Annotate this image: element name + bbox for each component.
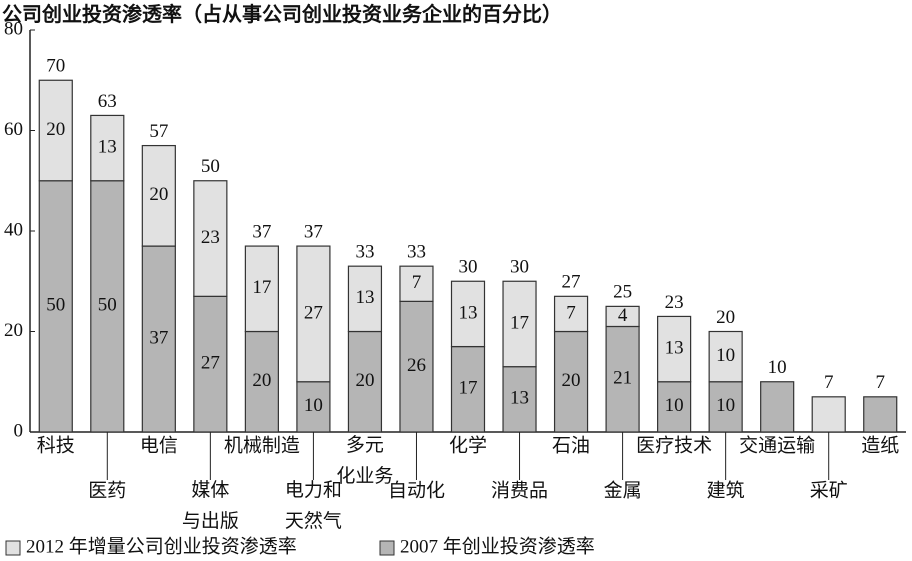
total-label: 7 bbox=[824, 372, 834, 393]
segment-label: 10 bbox=[716, 345, 735, 366]
x-tick-label: 石油 bbox=[552, 434, 590, 456]
bar-segment bbox=[38, 180, 73, 433]
legend-label: 2007 年创业投资渗透率 bbox=[400, 535, 595, 557]
x-tick-label: 医疗技术 bbox=[636, 434, 712, 456]
segment-label: 20 bbox=[46, 119, 65, 140]
total-label: 30 bbox=[459, 257, 478, 278]
x-tick-label: 造纸 bbox=[861, 434, 899, 456]
bar-segment bbox=[244, 330, 279, 433]
total-label: 33 bbox=[407, 242, 426, 263]
segment-label: 4 bbox=[618, 305, 628, 326]
y-tick-label: 60 bbox=[4, 119, 23, 140]
total-label: 50 bbox=[201, 156, 220, 177]
bar-segment bbox=[553, 330, 589, 433]
segment-label: 50 bbox=[46, 295, 65, 316]
chart-title: 公司创业投资渗透率（占从事公司创业投资业务企业的百分比） bbox=[2, 2, 562, 26]
y-tick-label: 80 bbox=[4, 18, 23, 39]
segment-label: 20 bbox=[562, 370, 581, 391]
bar-segment bbox=[141, 144, 176, 247]
bar-segment bbox=[553, 295, 589, 333]
bar-segment bbox=[38, 79, 73, 182]
segment-label: 37 bbox=[149, 327, 168, 348]
total-label: 37 bbox=[304, 221, 323, 242]
bar-segment bbox=[244, 245, 279, 333]
bar-segment bbox=[450, 280, 486, 348]
segment-label: 20 bbox=[355, 370, 374, 391]
segment-label: 13 bbox=[355, 287, 374, 308]
segment-label: 27 bbox=[201, 353, 220, 374]
bar-segment bbox=[347, 330, 383, 433]
y-tick-label: 0 bbox=[14, 420, 24, 441]
segment-label: 26 bbox=[407, 355, 426, 376]
x-tick-label: 自动化 bbox=[388, 479, 445, 501]
total-label: 27 bbox=[562, 272, 581, 293]
bar-segment bbox=[605, 325, 640, 433]
x-tick-label: 电力和天然气 bbox=[285, 479, 342, 532]
x-tick-label: 建筑 bbox=[707, 479, 745, 501]
bar-segment bbox=[811, 396, 846, 433]
bar-segment bbox=[863, 396, 898, 433]
x-tick-label: 金属 bbox=[604, 479, 642, 501]
legend-swatch bbox=[5, 540, 21, 556]
total-label: 57 bbox=[149, 121, 168, 142]
y-tick-label: 40 bbox=[4, 219, 23, 240]
bar-segment bbox=[90, 180, 125, 433]
x-tick-label: 采矿 bbox=[810, 479, 848, 501]
total-label: 25 bbox=[613, 282, 632, 303]
segment-label: 13 bbox=[665, 337, 684, 358]
legend-label: 2012 年增量公司创业投资渗透率 bbox=[26, 535, 297, 557]
segment-label: 17 bbox=[252, 277, 271, 298]
bar-segment bbox=[502, 280, 537, 368]
bar-segment bbox=[708, 330, 743, 383]
x-tick-label: 化学 bbox=[449, 434, 487, 456]
segment-label: 7 bbox=[412, 272, 422, 293]
x-tick-label: 媒体与出版 bbox=[182, 479, 239, 532]
bar-segment bbox=[760, 381, 795, 433]
total-label: 30 bbox=[510, 257, 529, 278]
total-label: 63 bbox=[98, 91, 117, 112]
segment-label: 27 bbox=[304, 302, 323, 323]
bar-segment bbox=[90, 114, 125, 182]
total-label: 20 bbox=[716, 307, 735, 328]
total-label: 70 bbox=[46, 56, 65, 77]
segment-label: 7 bbox=[566, 302, 576, 323]
segment-label: 50 bbox=[98, 295, 117, 316]
bar-segment bbox=[502, 366, 537, 433]
legend-swatch bbox=[379, 540, 395, 556]
segment-label: 21 bbox=[613, 368, 632, 389]
segment-label: 20 bbox=[252, 370, 271, 391]
bar-segment bbox=[605, 305, 640, 328]
total-label: 37 bbox=[252, 221, 271, 242]
total-label: 7 bbox=[875, 372, 885, 393]
segment-label: 23 bbox=[201, 227, 220, 248]
x-tick-label: 多元化业务 bbox=[336, 434, 393, 487]
bar-segment bbox=[657, 315, 692, 383]
x-tick-label: 医药 bbox=[88, 479, 126, 501]
total-label: 10 bbox=[768, 357, 787, 378]
segment-label: 10 bbox=[716, 395, 735, 416]
segment-label: 13 bbox=[459, 302, 478, 323]
bar-segment bbox=[193, 180, 228, 297]
bar-segment bbox=[141, 245, 176, 433]
bar-segment bbox=[347, 265, 383, 333]
total-label: 23 bbox=[665, 292, 684, 313]
segment-label: 17 bbox=[510, 312, 529, 333]
x-tick-label: 科技 bbox=[37, 434, 75, 456]
segment-label: 13 bbox=[510, 388, 529, 409]
x-tick-label: 电信 bbox=[140, 434, 178, 456]
segment-label: 17 bbox=[459, 378, 478, 399]
x-tick-label: 机械制造 bbox=[224, 434, 300, 456]
x-tick-label: 交通运输 bbox=[739, 434, 815, 456]
segment-label: 10 bbox=[304, 395, 323, 416]
x-tick-label: 消费品 bbox=[491, 479, 548, 501]
y-tick-label: 20 bbox=[4, 320, 23, 341]
total-label: 33 bbox=[355, 242, 374, 263]
segment-label: 10 bbox=[665, 395, 684, 416]
bar-segment bbox=[399, 265, 434, 302]
segment-label: 13 bbox=[98, 136, 117, 157]
segment-label: 20 bbox=[149, 184, 168, 205]
bar-segment bbox=[296, 245, 331, 383]
